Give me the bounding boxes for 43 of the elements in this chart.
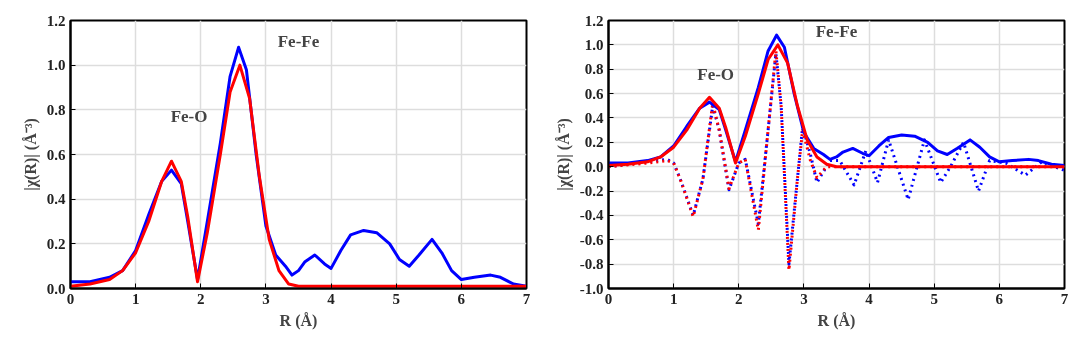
y-tick-label: 1.2 xyxy=(46,12,66,29)
annotation: Fe-Fe xyxy=(815,21,858,41)
y-axis-title: |χ(R)| (Å⁻³) xyxy=(21,118,40,191)
x-tick-label: 6 xyxy=(995,290,1004,307)
x-tick-label: 7 xyxy=(1060,290,1069,307)
x-tick-label: 2 xyxy=(197,290,205,307)
y-tick-label: 0.4 xyxy=(584,109,604,126)
x-tick-label: 1 xyxy=(669,290,678,307)
x-axis-title: R (Å) xyxy=(817,311,856,330)
y-tick-label: -0.6 xyxy=(579,231,604,248)
y-tick-label: 0.2 xyxy=(46,235,66,252)
y-tick-label: 0.6 xyxy=(46,146,66,163)
y-tick-label: 1.0 xyxy=(46,57,66,74)
x-tick-label: 3 xyxy=(262,290,270,307)
y-tick-label: -0.4 xyxy=(579,207,604,224)
y-tick-label: 0.2 xyxy=(584,134,604,151)
x-tick-label: 6 xyxy=(457,290,466,307)
y-tick-label: 0.8 xyxy=(46,101,66,118)
y-tick-label: 0.4 xyxy=(46,191,66,208)
y-tick-label: 0.8 xyxy=(584,61,604,78)
x-tick-label: 0 xyxy=(66,290,75,307)
annotation: Fe-O xyxy=(697,64,735,84)
x-tick-label: 4 xyxy=(865,290,874,307)
y-tick-label: 1.0 xyxy=(584,36,604,53)
x-tick-label: 0 xyxy=(604,290,613,307)
y-tick-label: 0.6 xyxy=(584,85,604,102)
x-tick-label: 3 xyxy=(800,290,808,307)
x-tick-label: 5 xyxy=(930,290,938,307)
y-axis-title: |χ(R)| (Å⁻³) xyxy=(554,118,573,191)
annotation: Fe-O xyxy=(170,107,208,127)
y-tick-label: -1.0 xyxy=(579,280,604,297)
y-tick-label: 0.0 xyxy=(46,280,66,297)
annotation: Fe-Fe xyxy=(277,32,320,52)
y-tick-label: -0.2 xyxy=(579,183,604,200)
y-tick-label: -0.8 xyxy=(579,256,604,273)
x-axis-title: R (Å) xyxy=(279,311,318,330)
x-tick-label: 7 xyxy=(522,290,531,307)
x-tick-label: 4 xyxy=(327,290,336,307)
y-tick-label: 0.0 xyxy=(584,158,604,175)
y-tick-label: 1.2 xyxy=(584,12,604,29)
x-tick-label: 5 xyxy=(392,290,400,307)
x-tick-label: 1 xyxy=(131,290,140,307)
x-tick-label: 2 xyxy=(735,290,743,307)
